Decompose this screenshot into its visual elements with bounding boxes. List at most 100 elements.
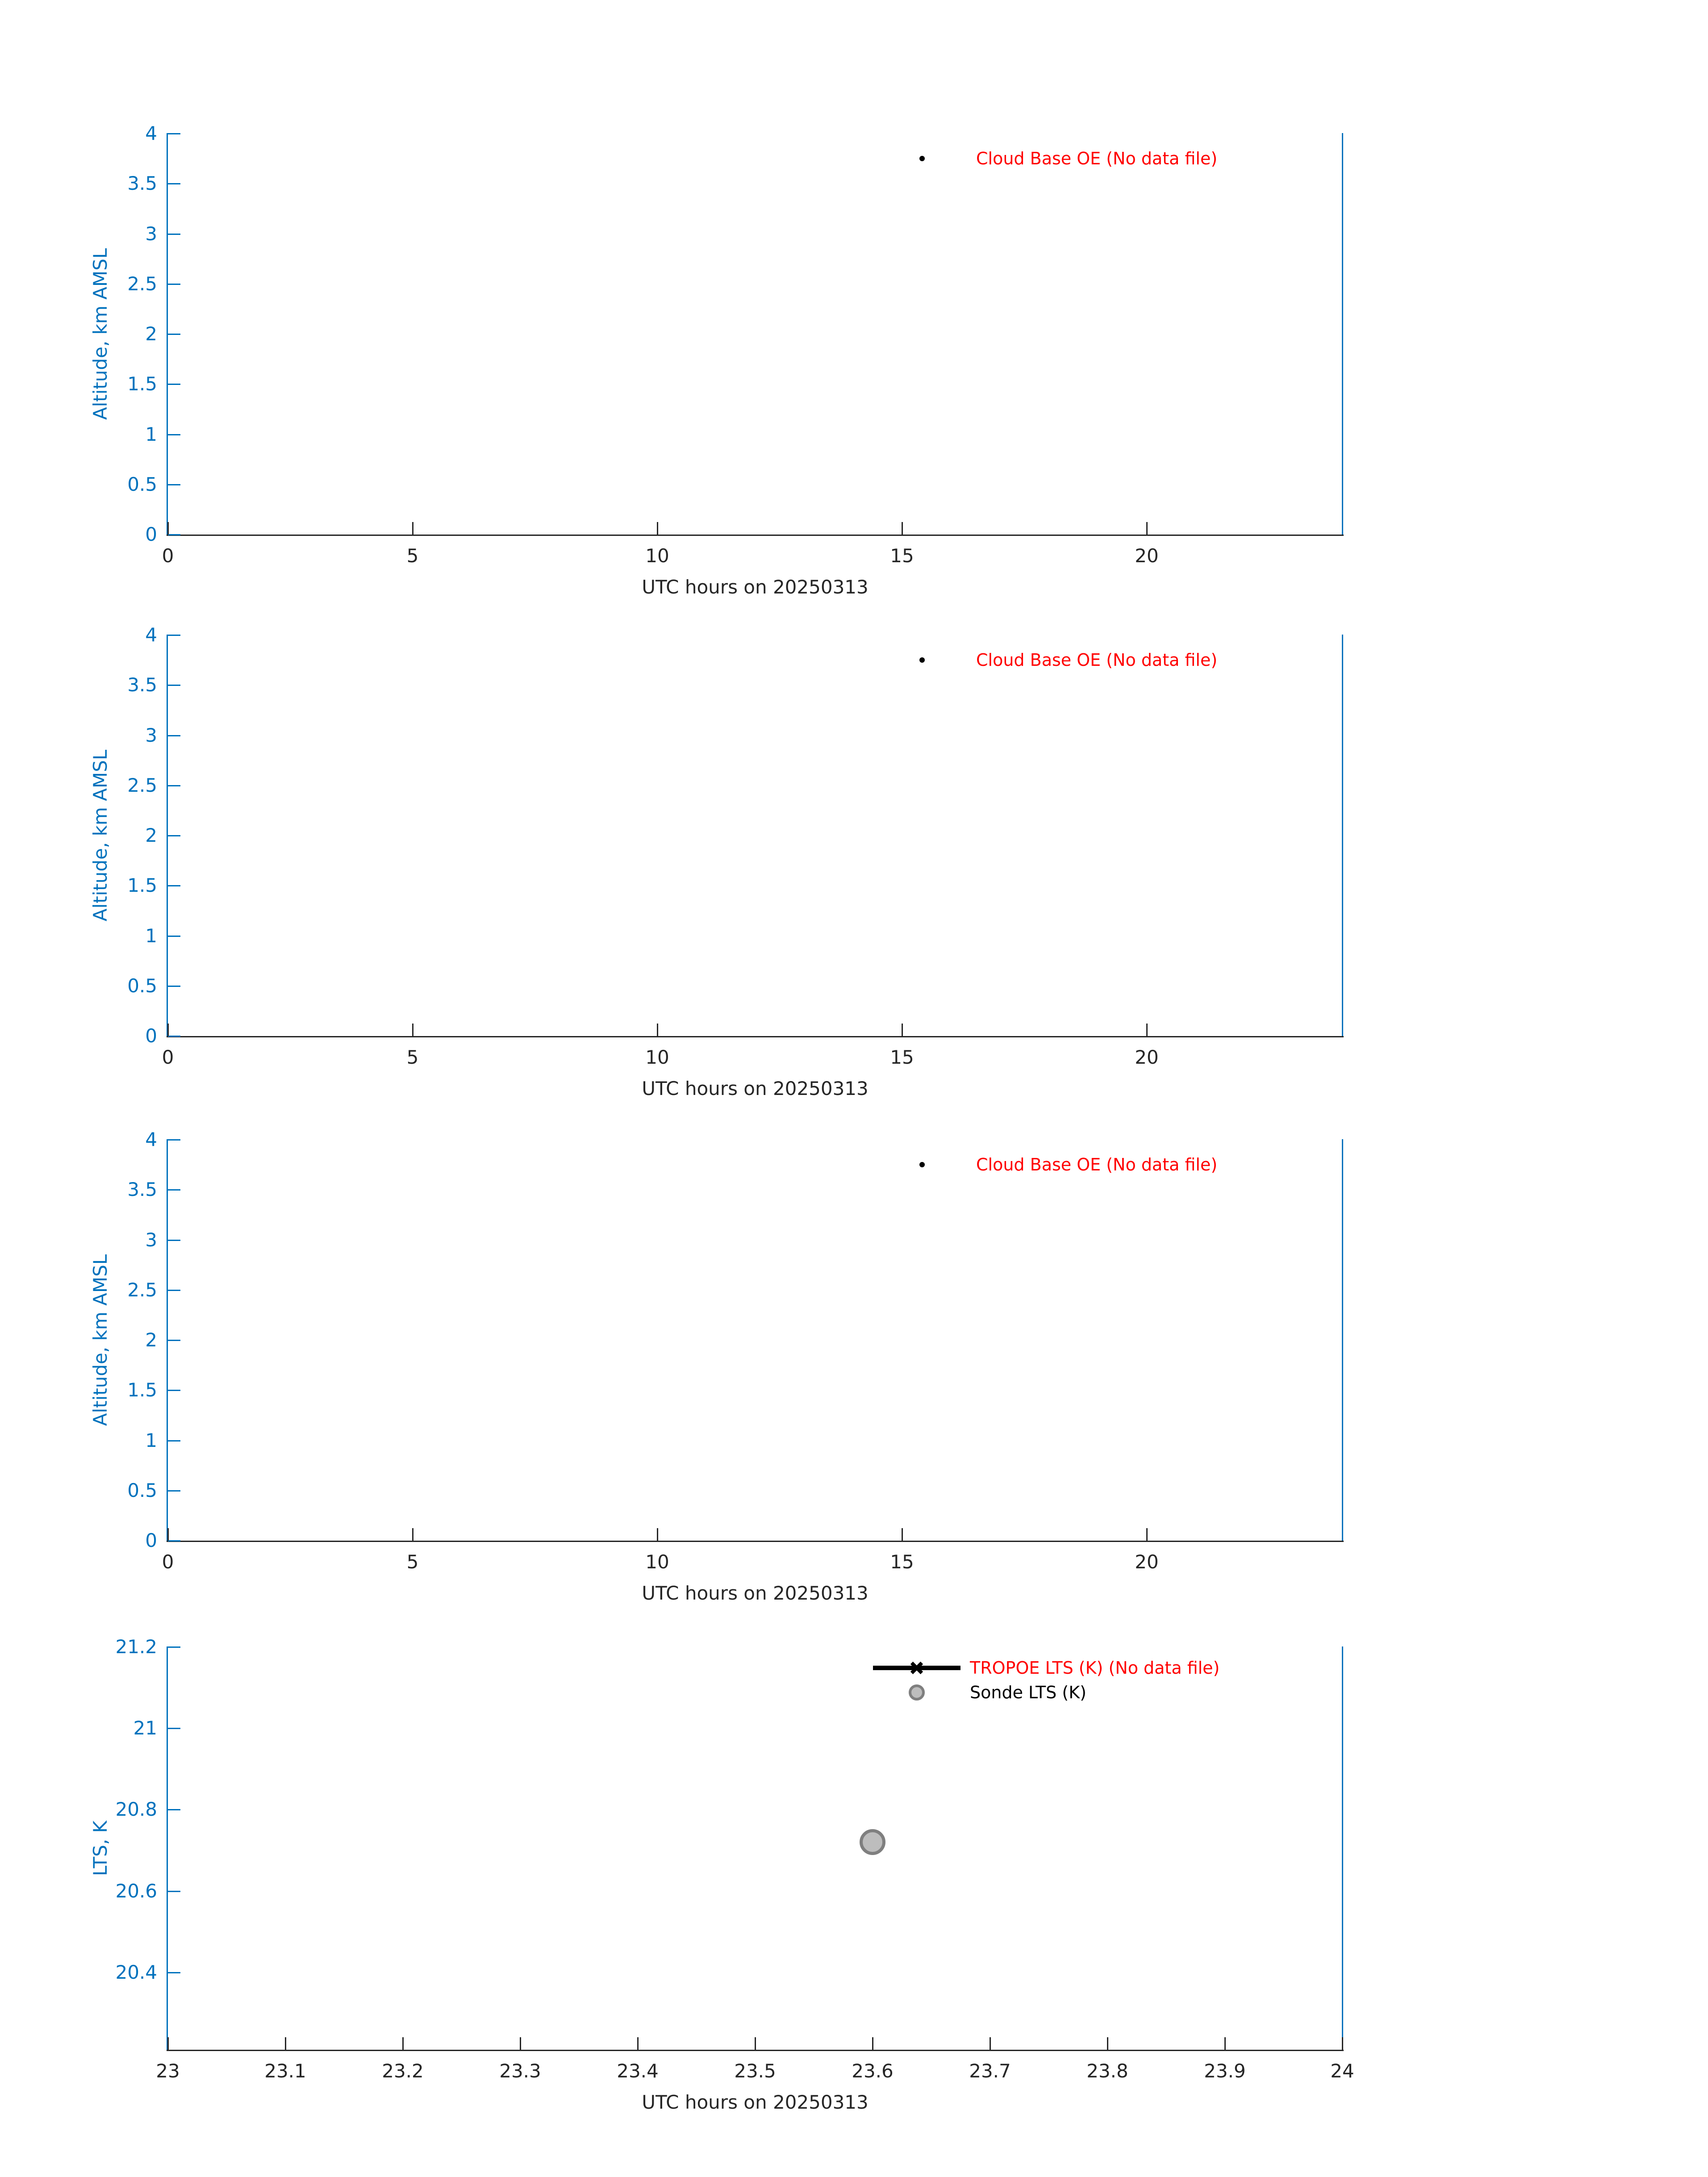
legend-point-marker — [919, 156, 925, 161]
legend-label-sonde: Sonde LTS (K) — [970, 1683, 1086, 1702]
y-axis-label: Altitude, km AMSL — [89, 248, 111, 420]
y-axis-label: Altitude, km AMSL — [89, 749, 111, 922]
legend-point-marker — [919, 1162, 925, 1167]
x-tick-label: 24 — [1330, 2060, 1354, 2082]
y-tick-label: 2 — [145, 824, 157, 846]
x-tick-label: 10 — [645, 1551, 669, 1573]
y-tick — [168, 1891, 180, 1892]
x-tick-label: 15 — [890, 545, 914, 567]
x-tick — [1146, 522, 1148, 535]
x-tick — [167, 2037, 169, 2050]
y-tick-label: 1 — [145, 1429, 157, 1451]
y-tick-label: 3.5 — [127, 1178, 157, 1200]
x-tick-label: 0 — [162, 1046, 174, 1068]
y-tick — [168, 1440, 180, 1442]
y-axis-left-spine — [167, 1139, 168, 1542]
y-tick — [168, 685, 180, 686]
y-tick-label: 0.5 — [127, 1479, 157, 1501]
x-tick-label: 20 — [1135, 1551, 1159, 1573]
y-tick-label: 21.2 — [115, 1636, 157, 1658]
y-tick-label: 3.5 — [127, 674, 157, 696]
y-tick — [168, 1972, 180, 1973]
x-tick-label: 5 — [406, 545, 419, 567]
x-tick-label: 23.2 — [382, 2060, 424, 2082]
x-tick-label: 23.7 — [969, 2060, 1011, 2082]
x-axis-bottom-spine — [167, 1541, 1344, 1542]
x-axis-label: UTC hours on 20250313 — [642, 2091, 869, 2113]
x-tick — [657, 1024, 658, 1036]
sonde-lts-data-point — [860, 1829, 885, 1855]
y-tick-label: 0 — [145, 1025, 157, 1047]
x-tick — [902, 1024, 903, 1036]
y-tick-label: 1.5 — [127, 874, 157, 896]
x-tick — [990, 2037, 991, 2050]
legend-label-cloud-base: Cloud Base OE (No data file) — [976, 1155, 1218, 1174]
x-tick — [1146, 1528, 1148, 1541]
x-tick-label: 23.5 — [734, 2060, 776, 2082]
y-tick-label: 3 — [145, 1229, 157, 1251]
x-axis-bottom-spine — [167, 2050, 1344, 2051]
y-tick — [168, 484, 180, 485]
y-tick-label: 0.5 — [127, 975, 157, 997]
x-tick-label: 0 — [162, 545, 174, 567]
y-tick — [168, 1390, 180, 1391]
y-tick-label: 4 — [145, 624, 157, 646]
y-axis-left-spine — [167, 133, 168, 536]
x-tick — [902, 1528, 903, 1541]
x-tick-label: 23.9 — [1204, 2060, 1246, 2082]
y-tick — [168, 183, 180, 184]
y-tick — [168, 1036, 180, 1037]
x-tick — [1146, 1024, 1148, 1036]
x-tick — [637, 2037, 639, 2050]
y-tick-label: 2 — [145, 1329, 157, 1351]
x-tick — [872, 2037, 873, 2050]
y-tick — [168, 986, 180, 987]
x-axis-label: UTC hours on 20250313 — [642, 1078, 869, 1099]
y-tick — [168, 1728, 180, 1729]
y-tick-label: 2.5 — [127, 1279, 157, 1301]
y-tick — [168, 735, 180, 736]
x-axis-bottom-spine — [167, 535, 1344, 536]
y-tick — [168, 1139, 180, 1141]
x-tick — [167, 1024, 169, 1036]
x-tick-label: 10 — [645, 545, 669, 567]
y-tick — [168, 835, 180, 836]
y-tick — [168, 133, 180, 134]
y-tick — [168, 1189, 180, 1191]
y-tick — [168, 1290, 180, 1291]
y-tick — [168, 635, 180, 636]
y-tick-label: 1.5 — [127, 1379, 157, 1401]
y-axis-left-spine — [167, 1646, 168, 2051]
y-axis-right-spine — [1342, 1646, 1343, 2051]
y-axis-label: LTS, K — [89, 1820, 111, 1876]
x-tick — [657, 1528, 658, 1541]
y-tick-label: 2.5 — [127, 774, 157, 796]
x-tick-label: 23.1 — [264, 2060, 306, 2082]
x-tick-label: 0 — [162, 1551, 174, 1573]
y-tick-label: 21 — [133, 1717, 157, 1739]
x-tick — [657, 522, 658, 535]
x-tick-label: 5 — [406, 1551, 419, 1573]
y-tick — [168, 534, 180, 535]
x-tick — [412, 1024, 413, 1036]
x-axis-bottom-spine — [167, 1036, 1344, 1037]
x-tick — [412, 1528, 413, 1541]
legend-label-cloud-base: Cloud Base OE (No data file) — [976, 149, 1218, 168]
y-tick-label: 2.5 — [127, 273, 157, 295]
y-tick-label: 20.8 — [115, 1798, 157, 1820]
y-axis-right-spine — [1342, 635, 1343, 1037]
y-tick — [168, 1340, 180, 1341]
x-tick-label: 23 — [156, 2060, 180, 2082]
x-tick-label: 23.8 — [1086, 2060, 1128, 2082]
y-tick — [168, 334, 180, 335]
y-tick-label: 0.5 — [127, 473, 157, 495]
y-axis-left-spine — [167, 635, 168, 1037]
y-axis-right-spine — [1342, 133, 1343, 536]
x-tick-label: 15 — [890, 1551, 914, 1573]
x-tick — [1342, 2037, 1343, 2050]
x-tick — [520, 2037, 521, 2050]
y-tick — [168, 434, 180, 435]
x-axis-label: UTC hours on 20250313 — [642, 576, 869, 598]
y-tick — [168, 885, 180, 886]
x-tick-label: 23.3 — [499, 2060, 541, 2082]
